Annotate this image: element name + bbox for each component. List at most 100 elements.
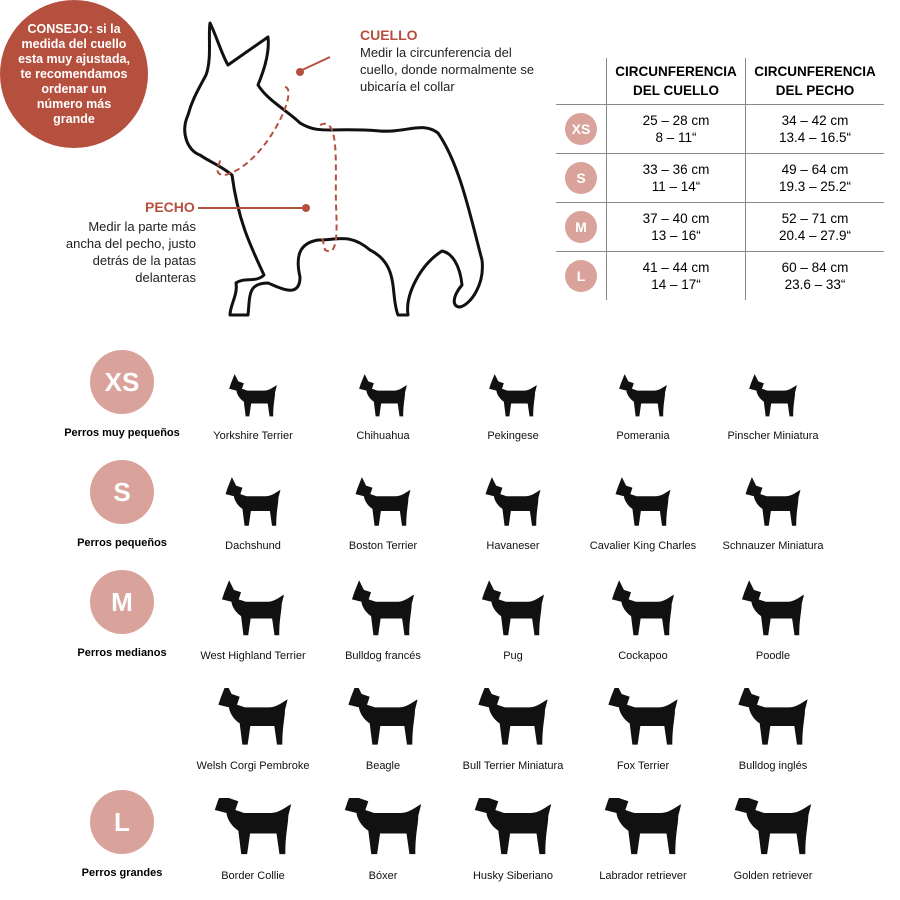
breed-item: Border Collie — [188, 798, 318, 882]
dog-silhouette-icon — [485, 477, 541, 526]
breed-item: Fox Terrier — [578, 688, 708, 772]
size-label: Perros grandes — [81, 867, 163, 879]
dog-silhouette-icon — [738, 688, 808, 745]
chest-in: 23.6 – 33“ — [784, 277, 846, 292]
chest-in: 19.3 – 25.2“ — [778, 179, 852, 194]
table-header: CIRCUNFERENCIA DEL CUELLO — [606, 58, 746, 105]
dog-silhouette-icon — [749, 374, 797, 417]
dog-silhouette-icon — [615, 477, 671, 526]
dog-silhouette-icon — [489, 374, 537, 417]
tip-text: CONSEJO: si la medida del cuello esta mu… — [18, 21, 130, 126]
dog-silhouette-icon — [608, 688, 678, 745]
breed-item: Bulldog inglés — [708, 688, 838, 772]
dog-silhouette-icon — [229, 374, 277, 417]
dog-silhouette-icon — [221, 580, 285, 636]
breed-item: Schnauzer Miniatura — [708, 468, 838, 552]
dog-silhouette-icon — [214, 798, 292, 855]
breed-name: Husky Siberiano — [472, 870, 554, 882]
breed-item: West Highland Terrier — [188, 578, 318, 662]
dog-silhouette-icon — [218, 688, 288, 745]
breed-name: Bull Terrier Miniatura — [462, 760, 564, 772]
dog-silhouette-icon — [359, 374, 407, 417]
dog-silhouette-icon — [355, 477, 411, 526]
chest-cm: 60 – 84 cm — [781, 260, 849, 275]
breed-name: Labrador retriever — [599, 870, 687, 882]
breed-item: Poodle — [708, 578, 838, 662]
breed-name: Golden retriever — [733, 870, 813, 882]
breed-name: Bulldog inglés — [738, 760, 808, 772]
size-circle: S — [90, 460, 154, 524]
breed-name: Fox Terrier — [616, 760, 670, 772]
breed-item: Cavalier King Charles — [578, 468, 708, 552]
chest-cm: 34 – 42 cm — [781, 113, 849, 128]
breed-name: Welsh Corgi Pembroke — [196, 760, 310, 772]
size-circle: M — [90, 570, 154, 634]
breed-item: Beagle — [318, 688, 448, 772]
table-row: M 37 – 40 cm 13 – 16“ 52 – 71 cm 20.4 – 27… — [556, 202, 884, 252]
neck-description: Medir la circunferencia del cuello, dond… — [360, 45, 535, 94]
breed-item: Golden retriever — [708, 798, 838, 882]
breed-item: Dachshund — [188, 468, 318, 552]
breed-item: Chihuahua — [318, 358, 448, 442]
breed-name: Border Collie — [221, 870, 285, 882]
dog-outline-illustration — [183, 21, 484, 317]
dog-silhouette-icon — [351, 580, 415, 636]
dog-silhouette-icon — [344, 798, 422, 855]
breed-item: Havaneser — [448, 468, 578, 552]
measurement-table: CIRCUNFERENCIA DEL CUELLO CIRCUNFERENCIA… — [556, 58, 884, 300]
breed-item: Bóxer — [318, 798, 448, 882]
size-circle: L — [90, 790, 154, 854]
table-row: S 33 – 36 cm 11 – 14“ 49 – 64 cm 19.3 – 25… — [556, 153, 884, 203]
breed-name: Yorkshire Terrier — [213, 430, 293, 442]
breed-item: Husky Siberiano — [448, 798, 578, 882]
table-row: XS 25 – 28 cm 8 – 11“ 34 – 42 cm 13.4 – 16… — [556, 104, 884, 154]
breed-item: Yorkshire Terrier — [188, 358, 318, 442]
size-label: Perros pequeños — [77, 537, 167, 549]
breed-name: Bulldog francés — [345, 650, 421, 662]
size-badge: M — [565, 211, 597, 243]
dog-silhouette-icon — [225, 477, 281, 526]
dog-silhouette-icon — [474, 798, 552, 855]
breed-name: Schnauzer Miniatura — [722, 540, 824, 552]
breed-item: Boston Terrier — [318, 468, 448, 552]
breed-name: Havaneser — [486, 540, 540, 552]
breed-name: West Highland Terrier — [200, 650, 306, 662]
dog-silhouette-icon — [734, 798, 812, 855]
neck-cm: 33 – 36 cm — [642, 162, 710, 177]
dog-silhouette-icon — [619, 374, 667, 417]
chest-cm: 49 – 64 cm — [781, 162, 849, 177]
size-badge: S — [565, 162, 597, 194]
dog-silhouette-icon — [481, 580, 545, 636]
neck-cm: 41 – 44 cm — [642, 260, 710, 275]
breed-item: Welsh Corgi Pembroke — [188, 688, 318, 772]
chest-in: 13.4 – 16.5“ — [778, 130, 852, 145]
chest-cm: 52 – 71 cm — [781, 211, 849, 226]
table-header — [556, 58, 607, 105]
breed-name: Cockapoo — [618, 650, 668, 662]
breed-name: Boston Terrier — [348, 540, 418, 552]
breed-name: Bóxer — [368, 870, 398, 882]
breed-item: Pug — [448, 578, 578, 662]
dog-silhouette-icon — [604, 798, 682, 855]
neck-in: 8 – 11“ — [655, 130, 697, 145]
breed-name: Pekingese — [487, 430, 539, 442]
breed-item: Pekingese — [448, 358, 578, 442]
size-label: Perros muy pequeños — [64, 427, 180, 439]
neck-in: 11 – 14“ — [651, 179, 701, 194]
neck-in: 14 – 17“ — [651, 277, 701, 292]
size-badge: XS — [565, 113, 597, 145]
dog-silhouette-icon — [741, 580, 805, 636]
chest-description: Medir la parte más ancha del pecho, just… — [65, 219, 196, 285]
breed-item: Pinscher Miniatura — [708, 358, 838, 442]
chest-in: 20.4 – 27.9“ — [778, 228, 852, 243]
dog-silhouette-icon — [478, 688, 548, 745]
tip-circle: CONSEJO: si la medida del cuello esta mu… — [0, 0, 148, 148]
size-badge: L — [565, 260, 597, 292]
breed-item: Pomerania — [578, 358, 708, 442]
breed-name: Beagle — [365, 760, 401, 772]
breed-name: Cavalier King Charles — [589, 540, 697, 552]
size-circle: XS — [90, 350, 154, 414]
breed-item: Bulldog francés — [318, 578, 448, 662]
dog-silhouette-icon — [745, 477, 801, 526]
breed-name: Dachshund — [225, 540, 281, 552]
